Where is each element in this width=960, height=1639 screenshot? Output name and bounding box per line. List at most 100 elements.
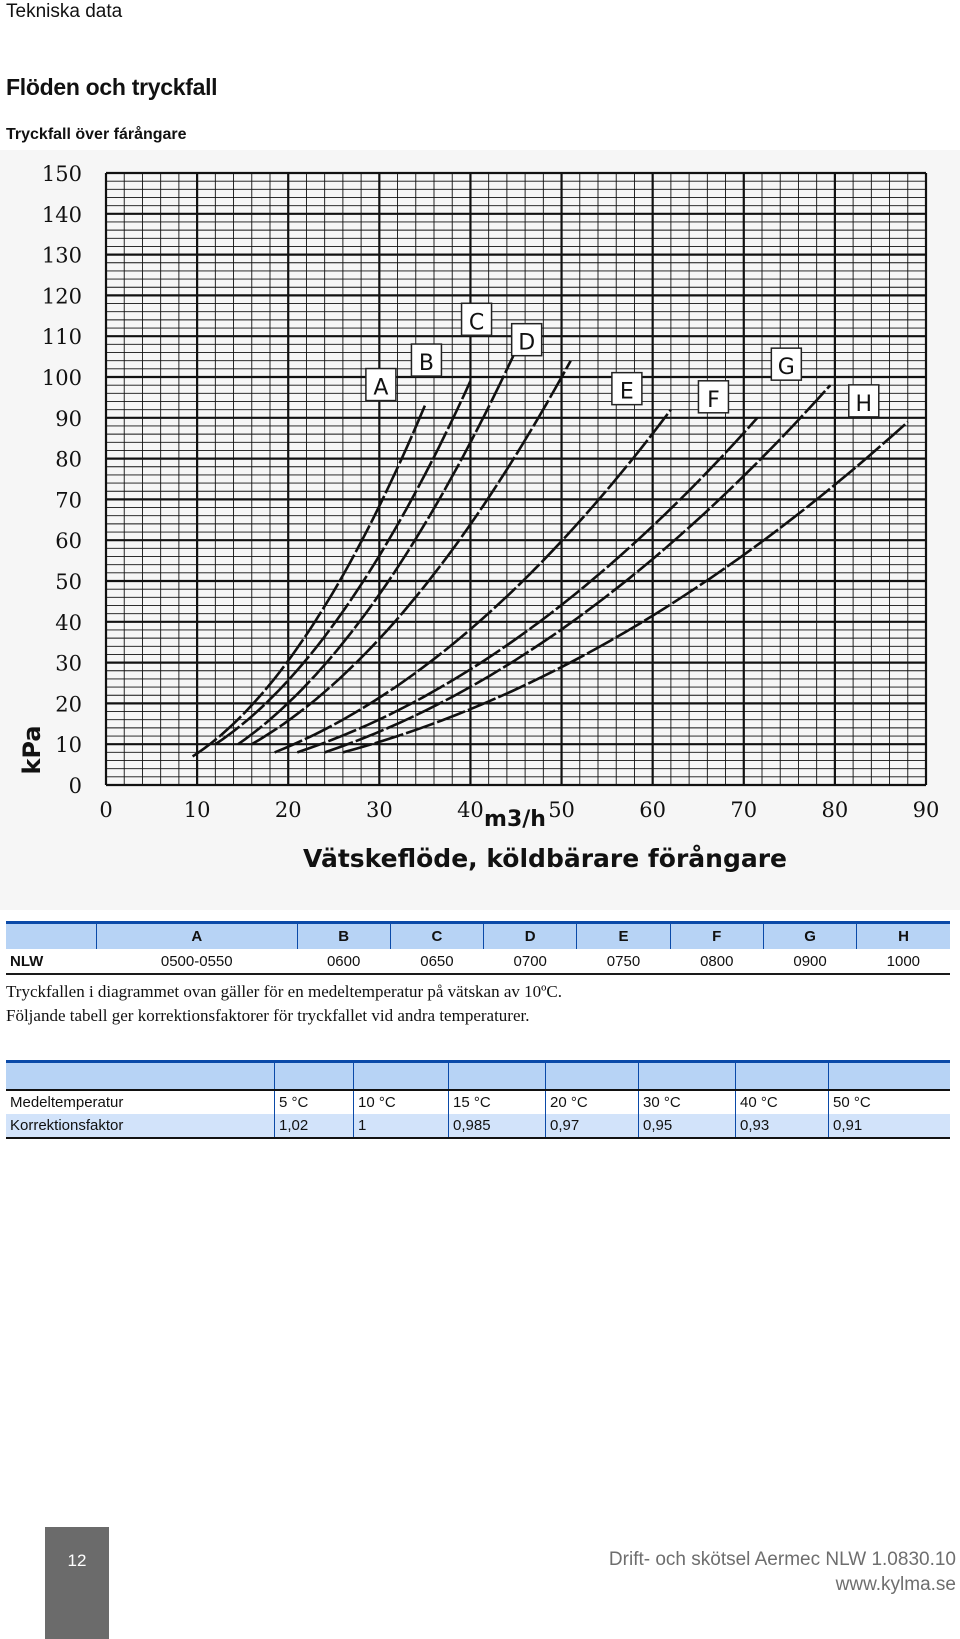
chart-curves: [191, 339, 909, 758]
curve-label-g: G: [778, 355, 795, 380]
model-cell: 0600: [297, 949, 391, 975]
model-cell: 0700: [483, 949, 577, 975]
note-text: Tryckfallen i diagrammet ovan gäller för…: [6, 982, 563, 1025]
x-tick-label: 40: [457, 798, 484, 822]
x-tick-label: 70: [730, 798, 757, 822]
model-cell: 0500-0550: [96, 949, 297, 975]
y-tick-label: 50: [55, 570, 82, 594]
y-tick-label: 20: [55, 692, 82, 716]
y-tick-label: 80: [55, 448, 82, 472]
x-tick-labels: 0 10 20 30 40 50 60 70 80 90: [99, 798, 939, 822]
section-header: Tekniska data: [6, 1, 123, 22]
model-header-h: H: [856, 921, 950, 949]
curve-label-e: E: [620, 380, 634, 405]
curve-label-b: B: [419, 351, 434, 376]
x-axis-title: Vätskeflöde, köldbärare förångare: [303, 844, 787, 873]
correction-header-cell: [545, 1060, 639, 1090]
factor-cell: 0,93: [735, 1114, 829, 1139]
y-tick-label: 110: [42, 325, 82, 349]
curve-label-box-f: [697, 380, 730, 414]
y-tick-label: 10: [55, 733, 82, 757]
y-tick-label: 30: [55, 652, 82, 676]
curve-label-h: H: [856, 392, 873, 417]
y-tick-label: 120: [42, 284, 82, 308]
temperature-cell: 15 °C: [448, 1089, 546, 1114]
temperature-cell: 10 °C: [353, 1089, 449, 1114]
model-row-label: NLW: [6, 949, 97, 975]
curve-label-box-g: [770, 347, 803, 381]
curve-label-a: A: [373, 376, 388, 401]
y-tick-label: 70: [55, 488, 82, 512]
factor-cell: 0,91: [828, 1114, 950, 1139]
model-table: A B C D E F G H NLW 0500-0550 0600 0650 …: [6, 921, 950, 975]
page-number-box: 12: [45, 1527, 109, 1639]
factor-row-label: Korrektionsfaktor: [6, 1114, 275, 1139]
model-table-header: A B C D E F G H: [6, 921, 950, 949]
x-tick-label: 10: [184, 798, 211, 822]
curve-label-box-a: [365, 367, 397, 402]
model-header-f: F: [669, 921, 764, 949]
temperature-cell: 5 °C: [274, 1089, 354, 1114]
x-tick-label: 50: [548, 798, 575, 822]
y-tick-label: 90: [55, 407, 82, 431]
curve-label-f: F: [707, 388, 720, 413]
correction-header-cell: [735, 1060, 829, 1090]
page-title: Flöden och tryckfall: [6, 74, 218, 100]
curve-labels: A B C D E F G H: [365, 302, 880, 418]
model-cell: 0650: [390, 949, 484, 975]
x-tick-label: 60: [639, 798, 666, 822]
page-number: 12: [67, 1551, 87, 1570]
factor-cell: 0,95: [638, 1114, 736, 1139]
y-tick-labels: 0 10 20 30 40 50 60 70 80 90 100 110 120 130 140 150: [42, 162, 82, 798]
temperature-cell: 40 °C: [735, 1089, 829, 1114]
factor-cell: 0,97: [545, 1114, 639, 1139]
factor-cell: 1,02: [274, 1114, 354, 1139]
curve-b: [214, 380, 472, 746]
correction-header-cell: [353, 1060, 449, 1090]
correction-header-cell: [6, 1060, 275, 1090]
model-header-g: G: [762, 921, 857, 949]
x-tick-label: 0: [99, 798, 112, 822]
y-tick-label: 100: [42, 366, 82, 390]
temperature-cell: 20 °C: [545, 1089, 639, 1114]
temperature-cell: 30 °C: [638, 1089, 736, 1114]
model-header-d: D: [483, 921, 577, 949]
curve-label-box-c: [460, 302, 493, 337]
footer-website: www.kylma.se: [835, 1574, 956, 1595]
curve-d: [251, 360, 572, 746]
curve-a: [191, 405, 427, 758]
x-tick-label: 20: [275, 798, 302, 822]
x-axis-label: m3/h: [484, 807, 546, 832]
correction-header-cell: [448, 1060, 546, 1090]
correction-table: Medeltemperatur 5 °C 10 °C 15 °C 20 °C 3…: [6, 1060, 950, 1139]
y-tick-label: 0: [69, 774, 82, 798]
curve-label-box-d: [510, 322, 543, 357]
correction-header-cell: [828, 1060, 950, 1090]
factor-row: Korrektionsfaktor 1,02 1 0,985 0,97 0,95…: [6, 1114, 950, 1139]
curve-label-c: C: [469, 310, 484, 335]
y-axis-label: kPa: [18, 725, 46, 774]
correction-header-cell: [274, 1060, 354, 1090]
correction-header-cell: [638, 1060, 736, 1090]
model-cell: 0800: [670, 949, 764, 975]
model-header-c: C: [389, 921, 484, 949]
footer-document-title: Drift- och skötsel Aermec NLW 1.0830.10: [608, 1549, 956, 1570]
y-tick-label: 60: [55, 529, 82, 553]
temperature-cell: 50 °C: [828, 1089, 950, 1114]
y-tick-label: 140: [42, 203, 82, 227]
x-tick-label: 90: [913, 798, 940, 822]
chart-background: [0, 150, 960, 910]
temperature-row-label: Medeltemperatur: [6, 1089, 275, 1114]
y-tick-label: 130: [42, 244, 82, 268]
x-tick-label: 30: [366, 798, 393, 822]
x-tick-label: 80: [822, 798, 849, 822]
curve-e: [274, 408, 672, 754]
pressure-drop-chart: 0 10 20 30 40 50 60 70 80 90 100 110 120 130 140 150 0 1…: [0, 150, 960, 910]
curve-h: [342, 420, 909, 754]
curve-label-box-e: [611, 371, 643, 406]
factor-cell: 1: [353, 1114, 449, 1139]
y-tick-label: 150: [42, 162, 82, 186]
curve-label-d: D: [518, 331, 535, 356]
model-cell: 0900: [763, 949, 857, 975]
y-tick-label: 40: [55, 611, 82, 635]
